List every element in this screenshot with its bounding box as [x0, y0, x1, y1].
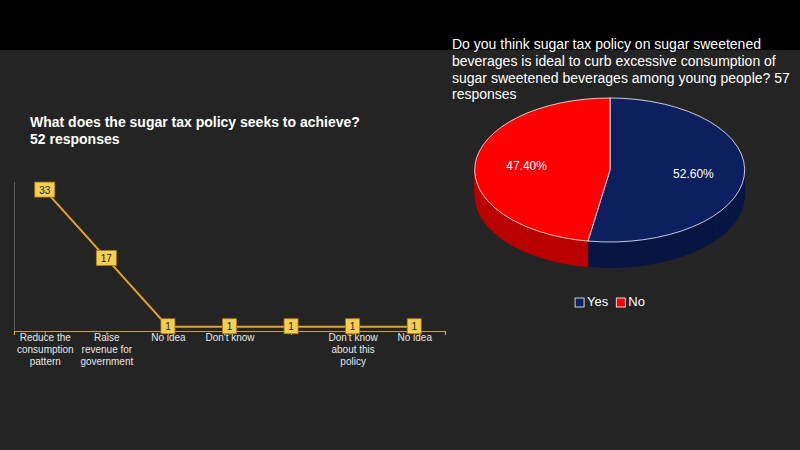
- chart-title: What does the sugar tax policy seeks to …: [30, 114, 360, 130]
- pie-side: [588, 99, 745, 243]
- x-tick: Raiserevenue forgovernment: [80, 331, 133, 367]
- data-label: 1: [288, 321, 294, 332]
- legend-item: Yes: [575, 294, 609, 309]
- plot-area: [42, 187, 417, 330]
- data-line: [45, 190, 414, 327]
- x-tick: Reduce theconsumptionpattern: [17, 331, 74, 367]
- pie-slice: [588, 98, 745, 242]
- legend-label: No: [628, 294, 645, 309]
- data-label-box: [346, 319, 360, 334]
- data-label: 17: [101, 253, 113, 264]
- y-axis: [14, 182, 15, 331]
- pie-top: [475, 98, 745, 242]
- data-label-box: [284, 319, 298, 334]
- data-label: 33: [39, 185, 51, 196]
- data-label: 1: [411, 321, 417, 332]
- x-tick-label: Raiserevenue forgovernment: [80, 332, 133, 367]
- data-label: 47.40%: [506, 159, 547, 173]
- x-tick-label: Reduce theconsumptionpattern: [17, 332, 74, 367]
- pie-chart: Do you think sugar tax policy on sugar s…: [452, 36, 790, 309]
- data-label: 1: [165, 321, 171, 332]
- line-chart: What does the sugar tax policy seeks to …: [15, 114, 446, 367]
- data-label-box: [407, 319, 421, 334]
- y-axis-line: [14, 182, 15, 331]
- legend-swatch: [575, 298, 584, 307]
- pie-slice: [475, 98, 610, 241]
- x-tick-label: Don't knowabout thispolicy: [329, 332, 379, 367]
- data-label: 1: [227, 321, 233, 332]
- data-label-box: [223, 319, 237, 334]
- legend-label: Yes: [587, 294, 609, 309]
- legend: Yes No: [575, 294, 645, 309]
- x-tick: Don't knowabout thispolicy: [329, 331, 379, 367]
- legend-item: No: [616, 294, 645, 309]
- data-label-box: [161, 319, 175, 334]
- x-axis: Reduce theconsumptionpatternRaiserevenue…: [15, 331, 446, 367]
- data-label: 1: [350, 321, 356, 332]
- pie-sides: [475, 99, 745, 268]
- data-label-box: [35, 182, 55, 197]
- data-label: 52.60%: [673, 167, 714, 181]
- background: [0, 0, 800, 450]
- data-labels: 33 17 1 1 1 1 1: [35, 182, 421, 334]
- chart-subtitle: 52 responses: [30, 131, 120, 147]
- chart-title: Do you think sugar tax policy on sugar s…: [452, 36, 790, 102]
- pie-side: [475, 99, 610, 242]
- legend-swatch: [616, 298, 625, 307]
- data-label-box: [96, 250, 116, 265]
